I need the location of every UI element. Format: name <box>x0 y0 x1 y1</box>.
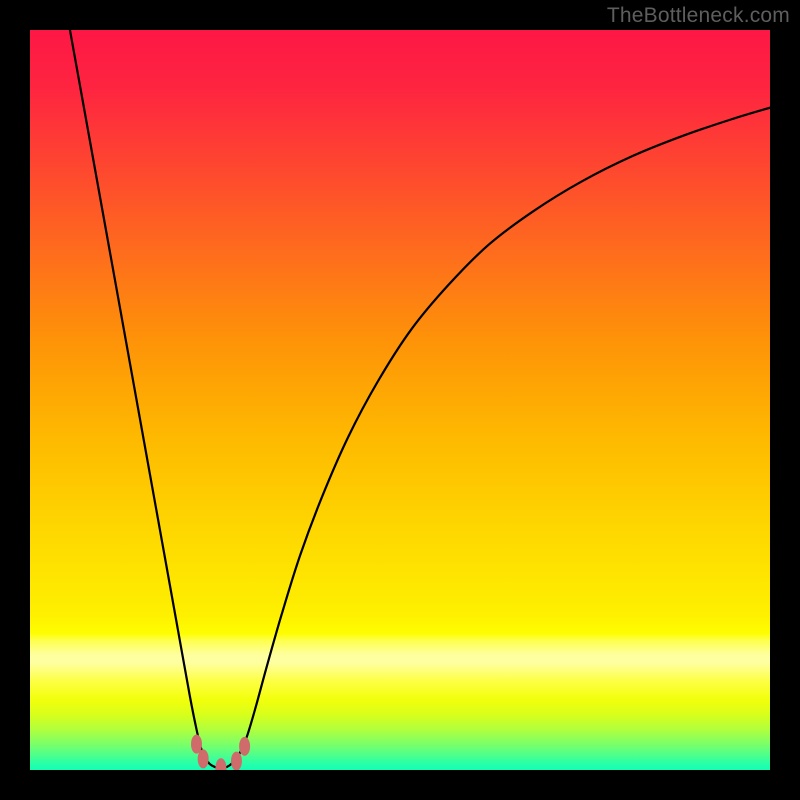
figure-container: TheBottleneck.com <box>0 0 800 800</box>
bottleneck-curve <box>70 30 770 768</box>
minimum-marker <box>231 752 241 770</box>
minimum-marker <box>198 750 208 768</box>
curve-layer <box>30 30 770 770</box>
minimum-marker <box>192 735 202 753</box>
minimum-marker <box>240 737 250 755</box>
minimum-marker <box>216 759 226 770</box>
plot-area <box>30 30 770 770</box>
